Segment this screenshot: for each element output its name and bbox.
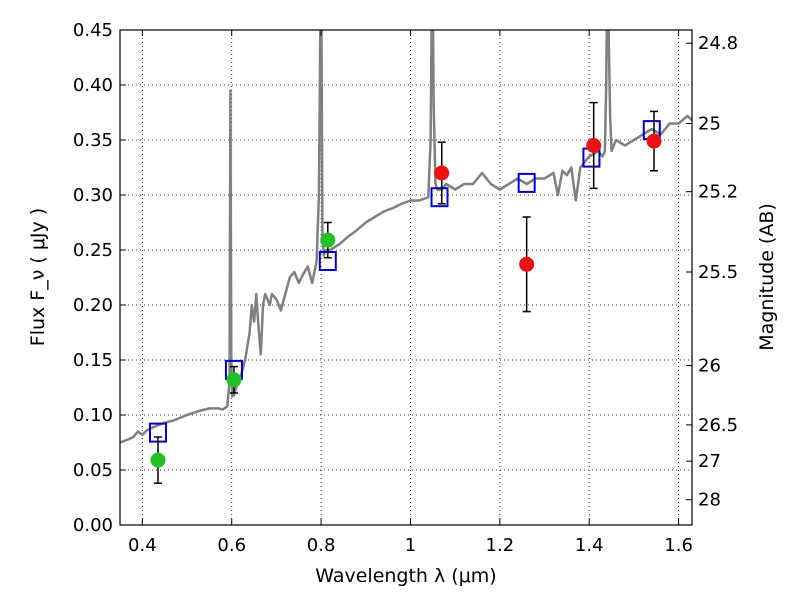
grid: [120, 30, 692, 525]
y-tick-label: 0.10: [73, 405, 113, 426]
right-tick-label: 26.5: [698, 415, 738, 436]
right-tick-label: 27: [698, 451, 721, 472]
x-tick-label: 1.2: [486, 535, 515, 556]
x-tick-label: 1.6: [664, 535, 693, 556]
y-tick-label: 0.40: [73, 75, 113, 96]
plot-frame: [119, 29, 693, 526]
nir-photometry-point: [434, 165, 450, 181]
nir-photometry-point: [586, 138, 602, 153]
y-tick-label: 0.35: [73, 130, 113, 151]
right-axis-label: Magnitude (AB): [756, 203, 778, 351]
nir-photometry-point: [519, 256, 535, 272]
model-synthetic-photometry-point: [430, 187, 449, 208]
x-tick-label: 1.4: [575, 535, 604, 556]
right-tick-label: 25: [698, 114, 721, 135]
x-axis-label: Wavelength λ (μm): [315, 565, 496, 587]
optical-photometry-point: [320, 232, 336, 248]
right-tick-label: 28: [698, 490, 721, 511]
y-tick-label: 0.25: [73, 240, 113, 261]
optical-photometry-point: [150, 452, 166, 468]
optical-photometry-point: [226, 372, 242, 388]
y-tick-label: 0.20: [73, 295, 113, 316]
x-tick-label: 0.6: [217, 535, 246, 556]
y-tick-label: 0.00: [73, 515, 113, 536]
x-tick-label: 0.4: [128, 535, 157, 556]
right-tick-label: 25.2: [698, 182, 738, 203]
ticks-group: 0.4 0.6 0.8 1 1.2 1.4 1.6 0.00 0.05 0.10 0.15 0.20 0…: [73, 20, 738, 556]
y-axis-label: Flux F_ν ( μJy ): [27, 208, 49, 346]
nir-photometry-point: [646, 133, 662, 149]
y-tick-label: 0.15: [73, 350, 113, 371]
y-tick-label: 0.45: [73, 20, 113, 41]
x-tick-label: 1: [405, 535, 416, 556]
right-tick-label: 26: [698, 356, 721, 377]
right-tick-label: 25.5: [698, 262, 738, 283]
markers-group: [148, 101, 662, 484]
x-tick-label: 0.8: [307, 535, 336, 556]
y-tick-label: 0.30: [73, 185, 113, 206]
right-tick-label: 24.8: [698, 33, 738, 54]
model-synthetic-photometry-point: [517, 172, 536, 193]
y-tick-label: 0.05: [73, 460, 113, 481]
plot-background: [120, 30, 692, 525]
